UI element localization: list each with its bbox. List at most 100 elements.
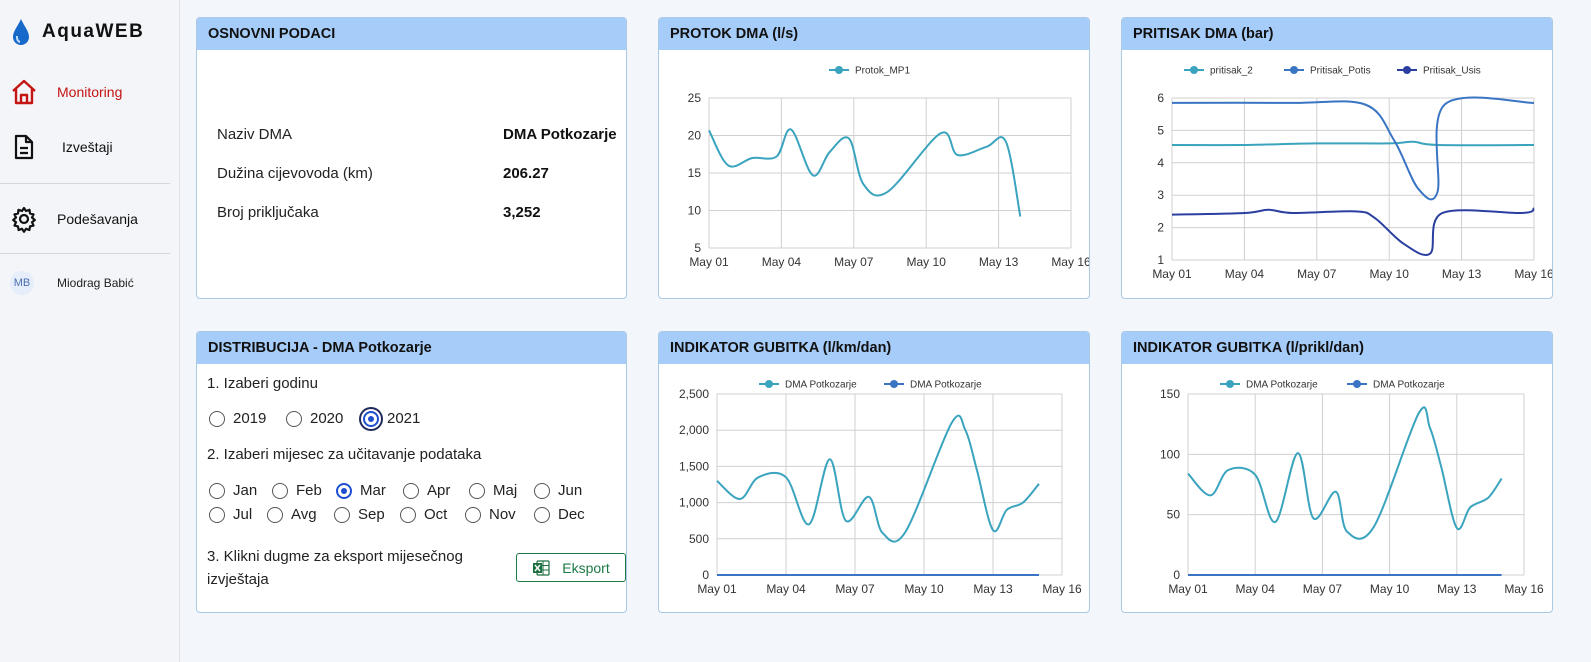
x-tick-label: May 13 [1442, 267, 1482, 281]
radio-month-feb[interactable]: Feb [272, 482, 322, 499]
x-tick-label: May 01 [689, 255, 729, 269]
avatar: MB [10, 271, 34, 295]
flow-chart: 5 10 15 20 25 May 01 May 04 May 07 May 10 May 13 M… [688, 66, 1090, 270]
y-tick-label: 6 [1157, 91, 1164, 105]
x-tick-label: May 13 [1437, 582, 1477, 596]
radio-month-avg[interactable]: Avg [267, 506, 317, 523]
sidebar-item-monitoring[interactable]: Monitoring [0, 70, 180, 114]
x-tick-label: May 16 [1514, 267, 1553, 281]
legend-label: Pritisak_Potis [1310, 66, 1371, 77]
y-tick-label: 15 [688, 166, 702, 180]
radio-month-oct[interactable]: Oct [400, 506, 447, 523]
radio-label: Avg [291, 506, 317, 523]
y-tick-label: 50 [1167, 508, 1181, 522]
panel-title: INDIKATOR GUBITKA (l/km/dan) [659, 332, 1089, 364]
sidebar-item-label: Izveštaji [62, 139, 113, 155]
radio-circle [209, 410, 225, 427]
step3-label-line2: izvještaja [207, 571, 269, 588]
x-tick-label: May 16 [1051, 255, 1090, 269]
x-tick-label: May 16 [1504, 582, 1544, 596]
home-icon [10, 78, 38, 106]
radio-month-jan[interactable]: Jan [209, 482, 257, 499]
radio-month-maj[interactable]: Maj [469, 482, 517, 499]
loss-conn-chart: 0 50 100 150 May 01 May 04 May 07 May 10 May 13 M… [1160, 380, 1544, 597]
radio-label: Maj [493, 482, 518, 499]
series-line [1187, 406, 1503, 540]
x-tick-label: May 10 [904, 582, 944, 596]
radio-month-dec[interactable]: Dec [534, 506, 585, 523]
radio-month-sep[interactable]: Sep [334, 506, 385, 523]
loss-km-chart: 0 500 1,000 1,500 2,000 2,500 May 01 May 04 May … [679, 380, 1082, 597]
export-label: Eksport [562, 559, 610, 576]
legend-swatch-dot [1353, 380, 1361, 388]
series-line [708, 128, 1022, 217]
radio-month-jun[interactable]: Jun [534, 482, 582, 499]
x-tick-label: May 16 [1042, 582, 1082, 596]
user-profile[interactable]: MB Miodrag Babić [0, 268, 180, 298]
distribution-panel: DISTRIBUCIJA - DMA Potkozarje 1. Izaberi… [196, 331, 627, 613]
x-tick-label: May 04 [766, 582, 806, 596]
radio-circle [209, 506, 225, 523]
y-tick-label: 1 [1157, 253, 1164, 267]
sidebar-item-label: Monitoring [57, 84, 123, 100]
pressure-chart: 1 2 3 4 5 6 May 01 May 04 May 07 May 10 May 13 May … [1152, 66, 1553, 282]
panel-title: PRITISAK DMA (bar) [1122, 18, 1552, 50]
water-drop-icon [13, 19, 29, 45]
panel-title: INDIKATOR GUBITKA (l/prikl/dan) [1122, 332, 1552, 364]
series-line [716, 414, 1040, 543]
legend-label: DMA Potkozarje [910, 380, 982, 391]
x-tick-label: May 13 [973, 582, 1013, 596]
legend-label: Pritisak_Usis [1423, 66, 1481, 77]
x-tick-label: May 10 [1370, 267, 1410, 281]
legend-label: Protok_MP1 [855, 66, 910, 77]
radio-circle [286, 410, 302, 427]
x-tick-label: May 07 [1297, 267, 1337, 281]
y-tick-label: 1,500 [679, 459, 709, 473]
sidebar-item-settings[interactable]: Podešavanja [0, 197, 180, 241]
step2-label: 2. Izaberi mijesec za učitavanje podatak… [207, 446, 482, 463]
radio-month-mar[interactable]: Mar [336, 482, 386, 499]
panel-title: OSNOVNI PODACI [197, 18, 626, 50]
radio-label: 2021 [387, 410, 421, 427]
y-tick-label: 10 [688, 204, 702, 218]
radio-label: Dec [558, 506, 585, 523]
radio-year-2020[interactable]: 2020 [286, 410, 343, 427]
x-tick-label: May 07 [835, 582, 875, 596]
y-tick-label: 1,000 [679, 496, 709, 510]
panel-title: DISTRIBUCIJA - DMA Potkozarje [197, 332, 626, 364]
radio-circle [534, 506, 550, 523]
app-logo: AquaWEB [12, 16, 144, 48]
step1-label: 1. Izaberi godinu [207, 375, 318, 392]
y-tick-label: 0 [1173, 568, 1180, 582]
x-tick-label: May 01 [1152, 267, 1192, 281]
loss-conn-chart-panel: INDIKATOR GUBITKA (l/prikl/dan) 0 50 100 15… [1121, 331, 1553, 613]
radio-circle [363, 410, 379, 427]
legend-swatch-dot [765, 380, 773, 388]
radio-month-jul[interactable]: Jul [209, 506, 252, 523]
radio-circle [209, 482, 225, 499]
legend-label: DMA Potkozarje [1246, 380, 1318, 391]
legend-swatch-dot [1403, 66, 1411, 74]
x-tick-label: May 07 [834, 255, 874, 269]
radio-label: Oct [424, 506, 448, 523]
radio-label: Feb [296, 482, 322, 499]
radio-year-2019[interactable]: 2019 [209, 410, 266, 427]
sidebar-divider [0, 253, 170, 254]
radio-circle [334, 506, 350, 523]
legend-label: DMA Potkozarje [785, 380, 857, 391]
series-line [1171, 207, 1535, 257]
radio-year-2021[interactable]: 2021 [363, 410, 420, 427]
document-icon [10, 133, 38, 161]
legend-swatch-dot [1190, 66, 1198, 74]
x-tick-label: May 04 [762, 255, 802, 269]
radio-month-nov[interactable]: Nov [465, 506, 516, 523]
x-tick-label: May 10 [1370, 582, 1410, 596]
info-value: 3,252 [503, 204, 541, 221]
y-tick-label: 20 [688, 129, 702, 143]
sidebar-item-reports[interactable]: Izveštaji [0, 125, 180, 169]
export-button[interactable]: Eksport [516, 553, 626, 582]
y-tick-label: 4 [1157, 156, 1164, 170]
x-tick-label: May 13 [979, 255, 1019, 269]
radio-month-apr[interactable]: Apr [403, 482, 450, 499]
gear-icon [10, 205, 38, 233]
